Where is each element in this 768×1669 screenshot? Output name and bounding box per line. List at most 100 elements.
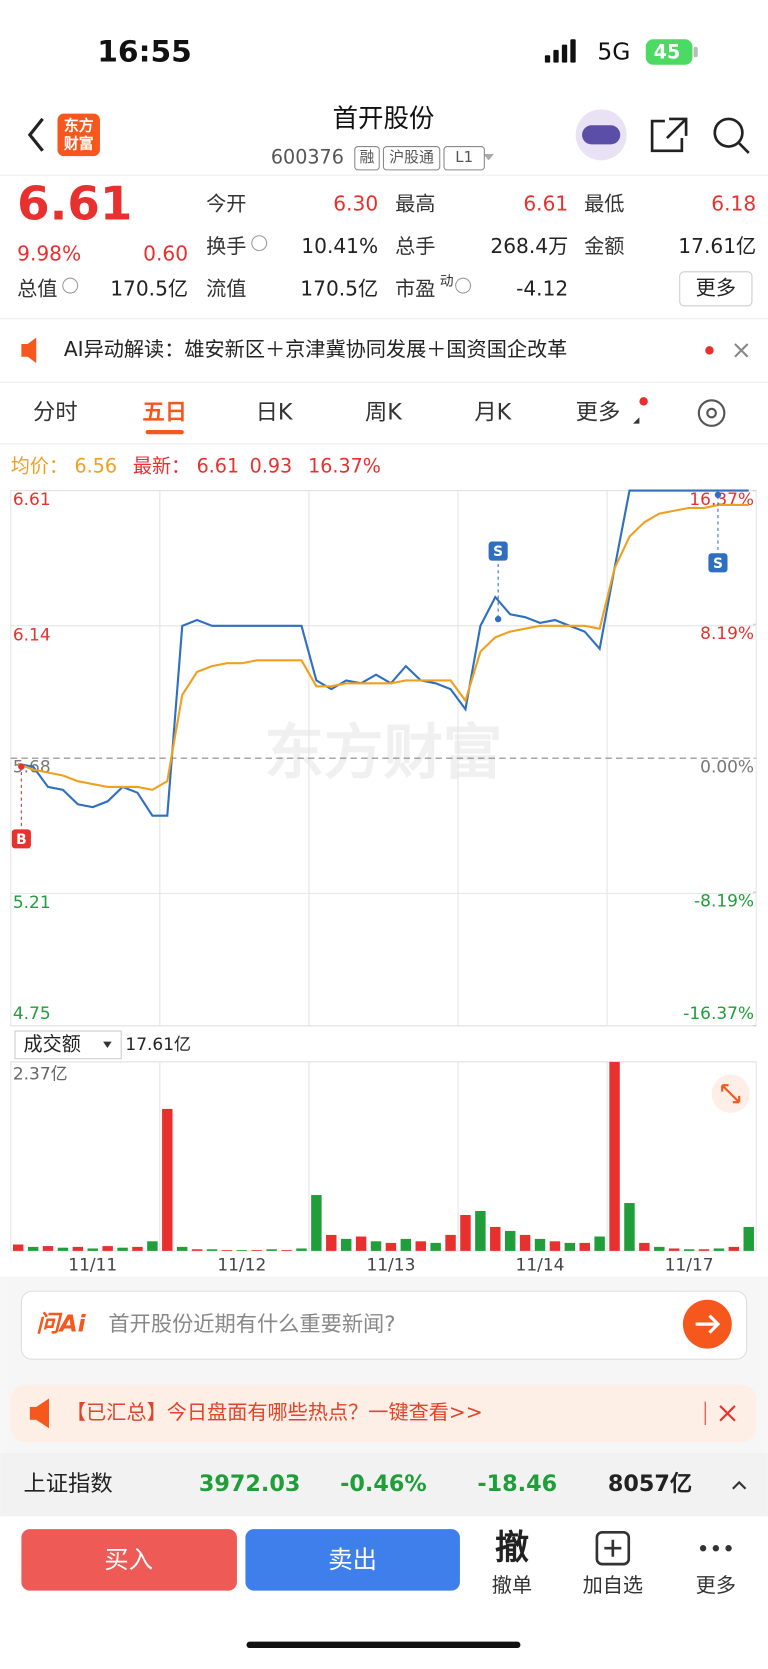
volume-bar — [430, 1242, 441, 1251]
marker-box — [708, 553, 728, 573]
volume-bar — [117, 1247, 128, 1251]
plus — [604, 1539, 622, 1557]
marker-label: S — [713, 556, 723, 572]
volume-bar — [504, 1230, 516, 1251]
sell-button[interactable] — [245, 1529, 460, 1591]
code-dropdown[interactable] — [483, 153, 494, 161]
cancel-text: 撤单 — [492, 1573, 532, 1597]
field-value: -4.12 — [516, 276, 568, 300]
back-button[interactable] — [27, 117, 44, 152]
more-button[interactable] — [679, 271, 753, 307]
expand-index[interactable] — [732, 1480, 747, 1490]
field-label: 最低 — [584, 191, 624, 215]
close-hot[interactable] — [719, 1405, 736, 1422]
stock-code: 600376 — [271, 146, 344, 169]
tab-underline — [145, 430, 184, 435]
field-value: 6.18 — [711, 191, 756, 215]
volume-bar — [162, 1108, 173, 1251]
field-value: 170.5亿 — [300, 276, 378, 300]
avatar-face — [582, 125, 621, 145]
tab: 日K — [256, 400, 294, 426]
info-icon — [251, 235, 268, 252]
price-line — [17, 503, 749, 791]
latest-label: 最新： — [133, 455, 190, 478]
field-value: 268.4万 — [490, 234, 568, 258]
more-dots[interactable] — [699, 1545, 732, 1552]
stock-name: 首开股份 — [333, 104, 435, 134]
speaker-icon — [21, 337, 37, 364]
volume-bar — [42, 1246, 54, 1251]
tag — [443, 146, 485, 171]
more-text: 更多 — [696, 1573, 736, 1597]
index-value: 3972.03 — [199, 1471, 300, 1497]
marker-label: B — [16, 832, 27, 848]
close-banner[interactable] — [734, 343, 749, 358]
network: 5G — [597, 38, 630, 66]
y-tick-label: 6.14 — [13, 625, 51, 645]
info-icon — [62, 277, 79, 294]
marker-label: S — [493, 544, 503, 560]
field-label: 最高 — [395, 191, 435, 215]
volume-bar — [72, 1246, 84, 1251]
volume-bar — [415, 1241, 426, 1251]
hot-banner-text: 【已汇总】今日盘面有哪些热点？一键查看>> — [66, 1400, 483, 1424]
volume-bar — [221, 1250, 233, 1251]
y-tick-label: 6.61 — [13, 490, 51, 510]
ask-ai-send[interactable] — [682, 1299, 732, 1349]
field-value: 170.5亿 — [110, 276, 188, 300]
x-tick-label: 11/17 — [665, 1256, 714, 1276]
volume-bar — [698, 1249, 710, 1251]
volume-bar — [385, 1242, 397, 1251]
field-label: 今开 — [206, 191, 246, 215]
last-price: 6.61 — [17, 178, 132, 232]
ask-ai-box[interactable] — [20, 1290, 748, 1360]
volume-bar — [639, 1242, 650, 1251]
ask-ai-placeholder: 首开股份近期有什么重要新闻? — [108, 1312, 395, 1337]
y-tick-label: 2.37亿 — [13, 1065, 68, 1085]
settings-button[interactable] — [697, 399, 726, 427]
tab: 分时 — [33, 400, 78, 426]
volume-bar — [490, 1226, 501, 1251]
volume-bar — [594, 1236, 605, 1251]
clock: 16:55 — [97, 35, 192, 70]
volume-bar — [445, 1234, 456, 1251]
index-change: -18.46 — [477, 1471, 557, 1497]
signal-icon — [544, 39, 576, 63]
red-dot — [639, 397, 648, 406]
buy-button[interactable] — [21, 1529, 237, 1591]
field-sup: 动 — [440, 273, 454, 289]
speaker-icon — [29, 1398, 49, 1429]
expand-button[interactable] — [711, 1074, 750, 1113]
marker-dot — [18, 763, 25, 770]
home-indicator — [246, 1641, 521, 1649]
index-bar[interactable] — [0, 1452, 768, 1517]
x-tick-label: 11/11 — [68, 1256, 117, 1276]
marker-box — [488, 541, 508, 561]
watchlist-text: 加自选 — [583, 1573, 643, 1597]
share-button[interactable] — [650, 117, 688, 153]
tag-text: L1 — [455, 148, 473, 166]
marker-dot — [494, 615, 502, 623]
volume-bar — [340, 1238, 352, 1251]
volume-bar — [668, 1248, 680, 1251]
volume-selector[interactable] — [14, 1030, 122, 1060]
volume-bar — [266, 1249, 277, 1251]
latest-change: 0.93 — [250, 455, 293, 478]
volume-bar — [564, 1242, 576, 1251]
info-icon — [455, 277, 472, 294]
tag-text: 融 — [360, 148, 375, 166]
y2-tick-label: 8.19% — [700, 624, 754, 644]
tab: 五日 — [142, 400, 187, 426]
volume-bar — [296, 1248, 307, 1251]
app-logo — [57, 113, 100, 157]
volume-bar — [713, 1248, 725, 1251]
search-button[interactable] — [713, 117, 750, 154]
field-value: 6.30 — [333, 191, 378, 215]
buy-text: 买入 — [104, 1545, 153, 1574]
watchlist-icon[interactable] — [595, 1530, 631, 1566]
price-line — [17, 489, 749, 817]
more-text: 更多 — [696, 275, 736, 299]
hot-banner[interactable] — [10, 1384, 757, 1443]
